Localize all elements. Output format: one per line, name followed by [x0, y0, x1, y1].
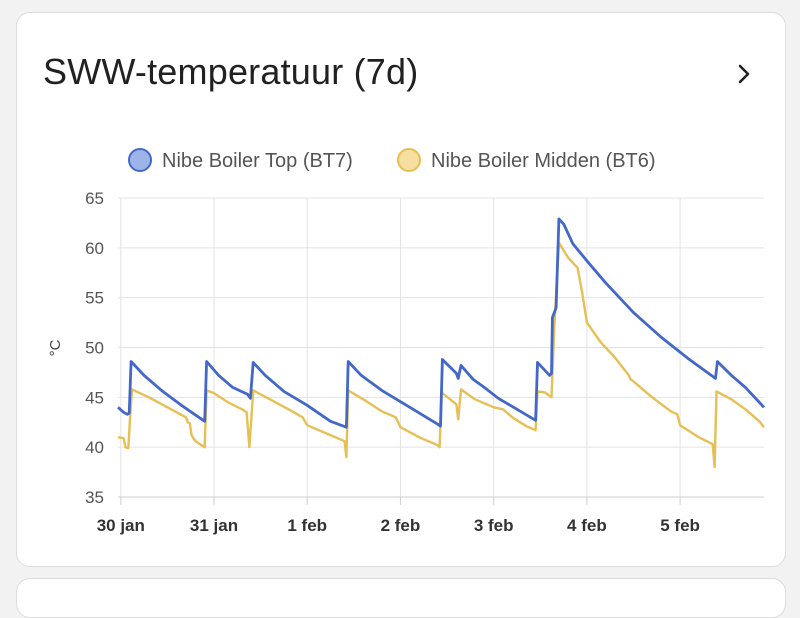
card-title: SWW-temperatuur (7d)	[43, 51, 419, 92]
next-card	[16, 578, 786, 618]
history-graph-card: SWW-temperatuur (7d)	[16, 12, 786, 567]
chevron-right-icon[interactable]	[733, 63, 755, 85]
